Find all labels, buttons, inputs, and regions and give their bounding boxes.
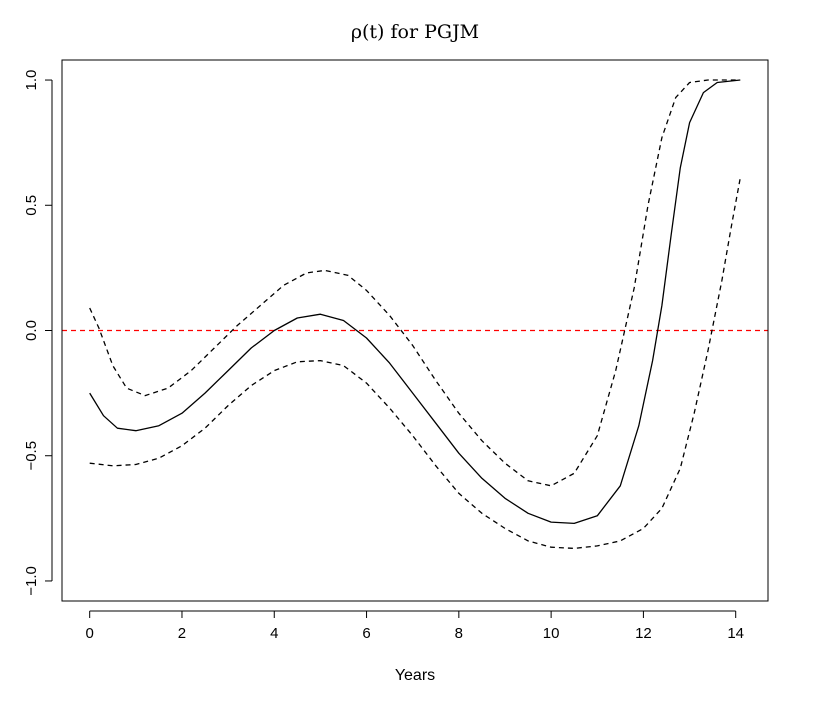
x-tick-label: 14 [727, 625, 744, 642]
estimate-line [89, 79, 741, 525]
x-tick-label: 4 [270, 625, 278, 642]
y-tick-label: 1.0 [23, 70, 40, 91]
x-tick-label: 8 [455, 625, 463, 642]
lower-bound-line [89, 177, 741, 550]
plot-frame [61, 59, 769, 602]
y-tick-label: −0.5 [23, 441, 40, 471]
y-tick-label: −1.0 [23, 566, 40, 596]
y-tick-label: 0.0 [23, 320, 40, 341]
y-tick-label: 0.5 [23, 195, 40, 216]
x-tick-label: 6 [362, 625, 370, 642]
chart-title: ρ(t) for PGJM [351, 21, 479, 43]
x-tick-label: 0 [86, 625, 94, 642]
x-axis-label: Years [395, 667, 435, 684]
x-tick-label: 12 [635, 625, 652, 642]
upper-bound-line [89, 79, 736, 487]
x-tick-label: 10 [543, 625, 560, 642]
plot-area [62, 79, 768, 550]
axes: 0 2 4 6 8 10 12 14 −1.0 −0.5 0.0 0.5 1.0 [23, 59, 769, 642]
x-tick-label: 2 [178, 625, 186, 642]
